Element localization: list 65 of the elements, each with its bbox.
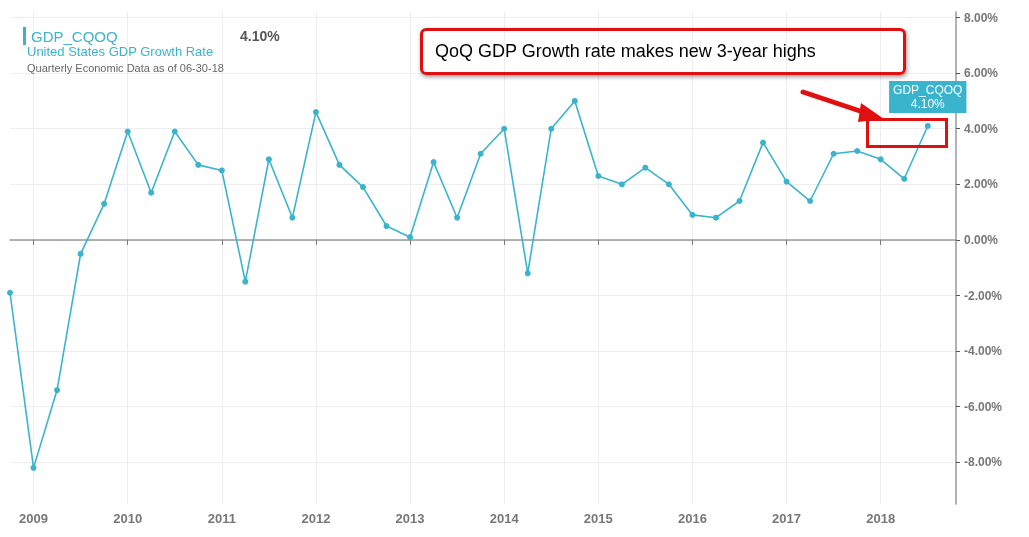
point (830, 150, 837, 157)
point (571, 97, 578, 104)
point (807, 198, 814, 205)
point (760, 139, 767, 146)
y-tick-label: 8.00% (964, 10, 999, 25)
point (712, 214, 719, 221)
data-label: 4.10% (910, 96, 946, 111)
x-tick-label: 2015 (583, 511, 613, 526)
point (289, 214, 296, 221)
point (454, 214, 461, 221)
callout-box: QoQ GDP Growth rate makes new 3-year highs (420, 28, 906, 75)
text: 4.10% (240, 28, 280, 44)
point (524, 270, 531, 277)
point (54, 387, 61, 394)
x-tick-label: 2013 (395, 511, 425, 526)
point (901, 175, 908, 182)
point (924, 122, 931, 129)
y-tick-label: -6.00% (964, 399, 1003, 414)
text: United States GDP Growth Rate (27, 44, 214, 59)
point (148, 189, 155, 196)
point (854, 147, 861, 154)
point (7, 289, 13, 296)
point (642, 164, 649, 171)
point (101, 200, 108, 207)
point (665, 181, 672, 188)
point (877, 156, 884, 163)
annotation: QoQ GDP Growth rate makes new 3-year highs (435, 41, 816, 61)
point (548, 125, 555, 132)
point (430, 159, 437, 166)
x-tick-label: 2018 (866, 511, 896, 526)
x-tick-label: 2011 (207, 511, 236, 526)
point (359, 184, 366, 191)
y-tick-label: 0.00% (964, 232, 999, 247)
point (407, 234, 414, 241)
y-tick-label: -2.00% (964, 288, 1003, 303)
point (336, 161, 343, 168)
x-tick-label: 2010 (113, 511, 143, 526)
point (595, 173, 602, 179)
point (312, 109, 319, 116)
point (265, 156, 272, 163)
point (77, 250, 84, 257)
x-tick-label: 2012 (301, 511, 331, 526)
y-tick-label: -4.00% (964, 344, 1003, 359)
x-tick-label: 2009 (19, 511, 48, 526)
point (477, 150, 484, 157)
y-tick-label: 4.00% (964, 121, 999, 136)
x-tick-label: 2017 (772, 511, 802, 526)
point (218, 167, 225, 174)
point (501, 125, 508, 132)
point (383, 223, 390, 230)
x-tick-label: 2014 (489, 511, 520, 526)
y-tick-label: -8.00% (964, 455, 1003, 470)
point (736, 198, 743, 205)
point (195, 161, 202, 168)
text: GDP_CQOQ (893, 82, 963, 97)
point (242, 278, 249, 285)
point (783, 178, 790, 185)
point (689, 211, 696, 218)
point (618, 181, 625, 188)
point (30, 464, 37, 471)
y-tick-label: 6.00% (964, 66, 999, 81)
x-tick-label: 2016 (677, 511, 707, 526)
text: Quarterly Economic Data as of 06-30-18 (27, 61, 224, 74)
y-tick-label: 2.00% (964, 177, 999, 192)
legend-label: GDP_CQOQ (31, 27, 118, 45)
